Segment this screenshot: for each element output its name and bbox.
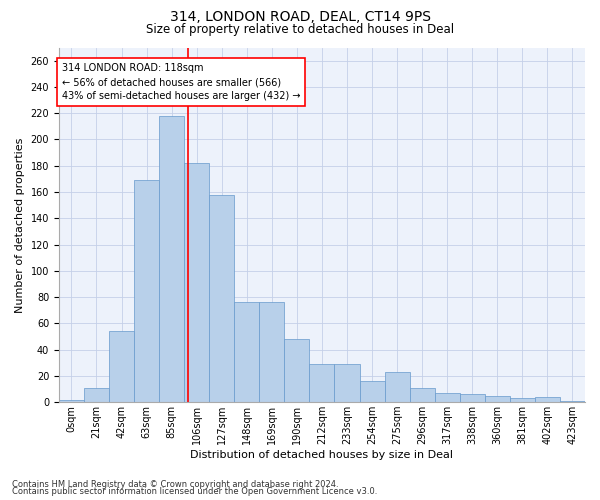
Bar (234, 302, 259, 402)
Text: Contains HM Land Registry data © Crown copyright and database right 2024.: Contains HM Land Registry data © Crown c… (12, 480, 338, 489)
Bar (259, 302, 284, 402)
Bar (284, 339, 310, 402)
Text: 314 LONDON ROAD: 118sqm
← 56% of detached houses are smaller (566)
43% of semi-d: 314 LONDON ROAD: 118sqm ← 56% of detache… (62, 64, 301, 102)
Text: Contains public sector information licensed under the Open Government Licence v3: Contains public sector information licen… (12, 487, 377, 496)
Bar (59, 400, 84, 402)
Text: 314, LONDON ROAD, DEAL, CT14 9PS: 314, LONDON ROAD, DEAL, CT14 9PS (170, 10, 431, 24)
Bar (434, 393, 460, 402)
Bar (560, 401, 585, 402)
Y-axis label: Number of detached properties: Number of detached properties (15, 137, 25, 312)
X-axis label: Distribution of detached houses by size in Deal: Distribution of detached houses by size … (190, 450, 454, 460)
Bar (535, 397, 560, 402)
Bar (460, 394, 485, 402)
Bar (184, 163, 209, 402)
Bar (310, 364, 334, 402)
Bar (109, 331, 134, 402)
Text: Size of property relative to detached houses in Deal: Size of property relative to detached ho… (146, 22, 454, 36)
Bar (209, 194, 234, 402)
Bar (334, 364, 359, 402)
Bar (359, 381, 385, 402)
Bar (510, 398, 535, 402)
Bar (159, 116, 184, 402)
Bar (485, 396, 510, 402)
Bar (84, 388, 109, 402)
Bar (134, 180, 159, 402)
Bar (410, 388, 434, 402)
Bar (385, 372, 410, 402)
